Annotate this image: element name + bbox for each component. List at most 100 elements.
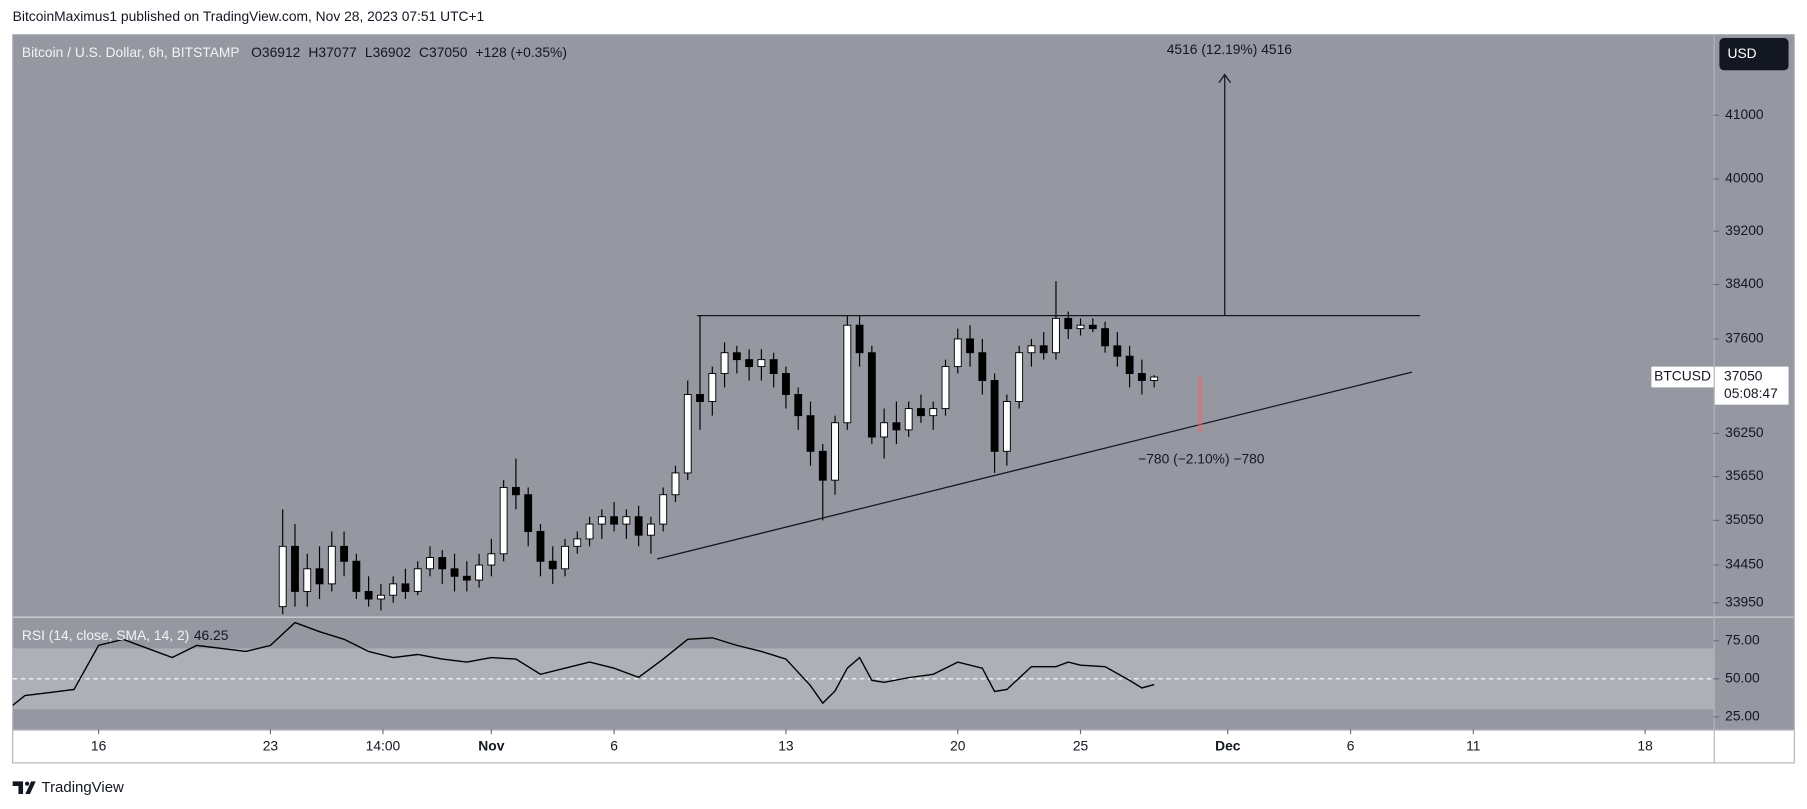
candle-body [990,380,999,452]
trendline [656,371,1413,560]
currency[interactable]: USD [1727,45,1756,61]
candle-body [511,486,520,496]
candle-body [303,568,312,592]
candle-body [340,545,348,562]
candle-body [929,408,938,417]
last-price-box [1714,366,1789,405]
candle-body [327,545,336,585]
symbol-tag [1651,366,1714,388]
candle-body [917,408,925,417]
usd-button[interactable]: USD [1719,38,1789,71]
x-tick-label: 25 [1073,737,1089,753]
candle-body [1039,345,1048,354]
candle-body [1125,355,1134,374]
candle-body [880,422,889,438]
measure-label: −780 (−2.10%) −780 [1138,450,1265,466]
countdown: 05:08:47 [1724,385,1778,401]
candle-body [622,516,631,525]
x-tick-label: 18 [1637,737,1653,753]
candle-body [904,408,913,431]
candle-body [696,394,704,403]
candle-body [438,557,447,570]
y-tick-label: 40000 [1725,170,1764,186]
symbol-title: Bitcoin / U.S. Dollar, 6h, BITSTAMP [22,44,240,60]
candle-body [647,523,655,536]
candle-body [941,366,950,410]
candle-body [1002,401,1011,452]
ohlc-key: C [419,44,429,60]
candle-body [1052,317,1060,354]
candle-body [389,583,398,596]
candle-body [401,583,410,592]
projection-label: 4516 (12.19%) 4516 [1167,41,1292,57]
candle-body [597,516,606,525]
rsi-last: 46.25 [194,627,229,643]
candle-body [1027,345,1036,354]
candle-body [745,359,754,368]
ohlc-value: 37077 [318,44,356,60]
candle-body [352,560,361,592]
candle-body [548,560,557,570]
candle-body [573,538,582,547]
footer-logo [12,781,36,795]
candle-body [818,450,827,481]
candle-body [1137,373,1146,381]
candle-body [376,594,385,600]
candle-body [892,422,901,431]
candle-body [315,568,324,585]
x-tick-label: 23 [263,737,279,753]
candle-body [757,359,766,368]
candle-body [978,352,987,381]
x-tick-label: 6 [1347,737,1355,753]
candle-body [585,523,594,540]
x-tick-label: 13 [778,737,794,753]
candles [278,281,1159,615]
footer: TradingView [41,779,124,796]
ohlc-key: L [365,44,373,60]
rsi-title: RSI (14, close, SMA, 14, 2) [22,627,189,643]
candle-body [1076,324,1085,330]
ohlc-value: 37050 [429,44,468,60]
rsi-y-tick-label: 75.00 [1725,631,1760,647]
candle-body [475,564,484,581]
logo-dot [25,781,30,786]
candle-body [782,373,790,395]
y-tick-label: 38400 [1725,275,1764,291]
rsi-y-tick-label: 50.00 [1725,669,1760,685]
change: +128 (+0.35%) [476,44,567,60]
candle-body [450,568,459,577]
candle-body [867,352,876,438]
y-tick-label: 35050 [1725,511,1764,527]
candle-body [499,486,508,555]
x-tick-label: 14:00 [366,737,401,753]
ohlc-key: H [308,44,318,60]
usd-button-bg[interactable] [1719,38,1789,71]
x-tick-label: 16 [91,737,107,753]
candle-body [364,590,373,600]
y-tick-label: 33950 [1725,593,1764,609]
candle-body [1113,345,1122,357]
y-tick-label: 34450 [1725,556,1764,572]
x-tick-label: 11 [1466,737,1480,753]
y-tick-label: 35650 [1725,467,1764,483]
candle-body [1150,376,1159,381]
candle-body [794,394,803,417]
candle-body [561,545,569,570]
candle-body [732,352,741,361]
rsi-line [12,621,1155,706]
candle-body [1101,328,1109,347]
ohlc-value: 36912 [262,44,300,60]
x-tick-label: Nov [478,737,504,753]
candle-body [487,553,496,566]
candle-body [524,494,533,532]
x-tick-label: 6 [610,737,618,753]
candle-body [1015,352,1024,403]
arrow-head [1218,73,1232,84]
x-tick-label: Dec [1215,737,1241,753]
candle-body [610,516,619,525]
candle-body [953,338,962,368]
candle-body [462,575,471,581]
y-tick-label: 37600 [1725,330,1764,346]
candle-body [720,352,729,374]
